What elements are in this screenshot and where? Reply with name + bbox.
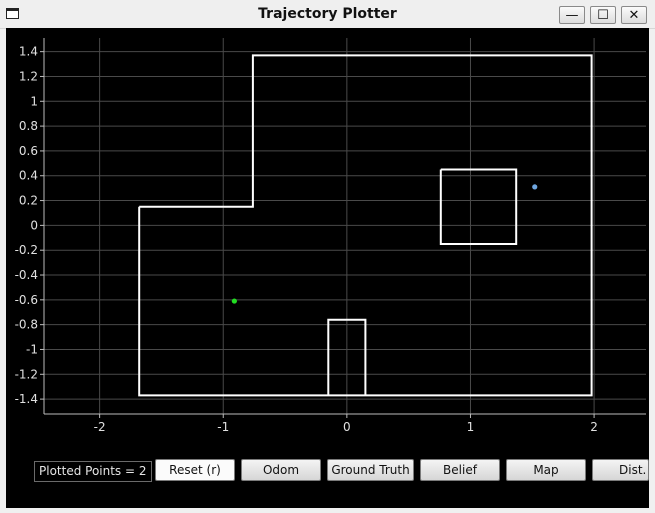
ground-truth-button[interactable]: Ground Truth [327,459,414,481]
y-tick-label: 1 [30,94,38,108]
trajectory-plot[interactable]: -2 -1 0 1 2 1.4 1.2 1 0.8 0.6 0.4 0.2 0 -0.2 -0.4 -0.6 -… [6,28,649,448]
map-wall [138,54,593,397]
y-tick-label: 0.6 [19,144,38,158]
y-tick-label: 0.2 [19,194,38,208]
y-tick-label: -1 [26,342,38,356]
x-tick-label: 2 [590,420,598,434]
belief-button[interactable]: Belief [420,459,500,481]
plotted-points-label: Plotted Points = 2 [34,461,152,482]
title-bar: Trajectory Plotter — ☐ ✕ [0,0,655,29]
distance-button[interactable]: Dist. [592,459,649,481]
map-wall [327,318,367,396]
y-tick-label: -0.4 [15,268,38,282]
y-tick-label: 0.4 [19,169,38,183]
y-tick-label: 1.4 [19,45,38,59]
trajectory-point [532,184,538,190]
x-tick-label: -1 [217,420,229,434]
maximize-button[interactable]: ☐ [590,6,616,24]
x-tick-label: 0 [343,420,351,434]
y-tick-label: -0.2 [15,243,38,257]
map-button[interactable]: Map [506,459,586,481]
odom-button[interactable]: Odom [241,459,321,481]
plot-panel: -2 -1 0 1 2 1.4 1.2 1 0.8 0.6 0.4 0.2 0 -0.2 -0.4 -0.6 -… [6,28,649,508]
x-tick-label: 1 [467,420,475,434]
close-button[interactable]: ✕ [621,6,647,24]
y-tick-label: -0.6 [15,293,38,307]
reset-button[interactable]: Reset (r) [155,459,235,481]
y-tick-label: 1.2 [19,69,38,83]
y-tick-label: 0 [30,218,38,232]
map-wall [439,168,518,245]
window-title: Trajectory Plotter [258,6,397,22]
y-tick-label: 0.8 [19,119,38,133]
window-icon [6,8,19,19]
control-bar: Plotted Points = 2 Reset (r) Odom Ground… [6,458,649,484]
y-tick-label: -0.8 [15,318,38,332]
y-tick-label: -1.4 [15,392,38,406]
minimize-button[interactable]: — [559,6,585,24]
x-tick-label: -2 [94,420,106,434]
y-tick-label: -1.2 [15,367,38,381]
trajectory-point [231,298,237,304]
